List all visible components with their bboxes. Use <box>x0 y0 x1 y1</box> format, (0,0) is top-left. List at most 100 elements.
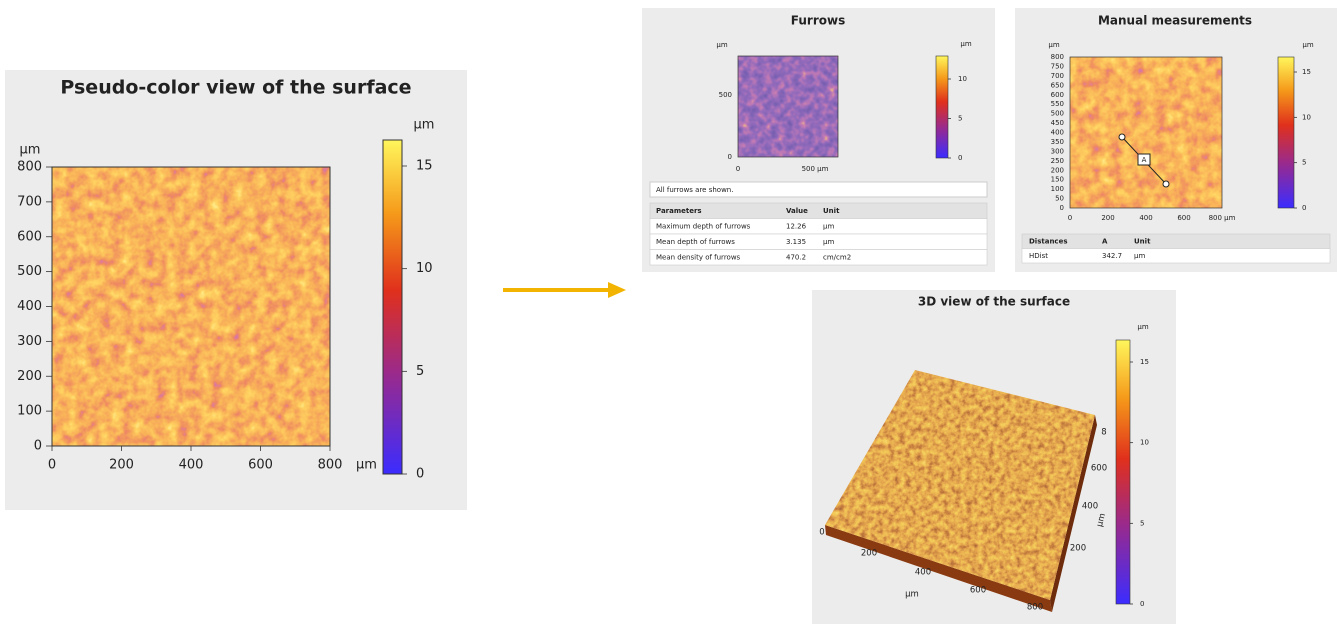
tick-label: 0 <box>34 439 42 454</box>
tick-label: 200 <box>861 549 877 559</box>
table-cell: cm/cm2 <box>823 253 851 261</box>
table-header <box>1022 234 1330 249</box>
tick-label: 0 <box>819 528 824 538</box>
tick-label: 700 <box>1051 72 1064 80</box>
tick-label: 0 <box>1060 204 1064 212</box>
table-header-cell: Unit <box>823 207 840 215</box>
furrow-image <box>738 56 838 157</box>
marker-label: A <box>1142 156 1147 164</box>
tick-label: 500 <box>17 264 42 279</box>
colorbar-unit: µm <box>1302 41 1313 49</box>
tick-label: 650 <box>1051 81 1064 89</box>
surface-image <box>1070 57 1222 208</box>
arrow-head <box>608 282 626 298</box>
panel-title: Manual measurements <box>1098 14 1252 28</box>
colorbar <box>383 140 402 474</box>
figure: Pseudo-color view of the surface µm µm µ… <box>0 0 1339 624</box>
tick-label: 550 <box>1051 100 1064 108</box>
tick-label: 0 <box>728 153 732 161</box>
tick-label: 500 µm <box>802 165 829 173</box>
tick-label: 15 <box>1140 358 1149 366</box>
tick-label: 400 <box>179 458 204 473</box>
y-unit: µm <box>20 143 41 158</box>
tick-label: 0 <box>958 154 962 162</box>
y-unit: µm <box>1048 41 1059 49</box>
tick-label: 400 <box>1139 214 1152 222</box>
table-cell: 12.26 <box>786 222 807 230</box>
tick-label: 200 <box>1070 544 1086 554</box>
surface-image <box>52 167 330 446</box>
tick-label: 0 <box>416 467 424 482</box>
tick-label: 800 <box>318 458 343 473</box>
tick-label: 200 <box>17 369 42 384</box>
y-unit: µm <box>716 41 727 49</box>
tick-label: 400 <box>1051 129 1064 137</box>
tick-label: 250 <box>1051 157 1064 165</box>
tick-label: 5 <box>416 364 424 379</box>
tick-label: 0 <box>736 165 740 173</box>
tick-label: 600 <box>970 586 986 596</box>
tick-label: 0 <box>48 458 56 473</box>
table-header-cell: Distances <box>1029 237 1068 245</box>
tick-label: 350 <box>1051 138 1064 146</box>
tick-label: 5 <box>958 115 962 123</box>
colorbar <box>936 56 948 158</box>
table-row <box>1022 249 1330 264</box>
tick-label: 200 <box>1101 214 1114 222</box>
tick-label: 300 <box>1051 147 1064 155</box>
measure-point <box>1119 134 1125 140</box>
table-cell: HDist <box>1029 252 1048 260</box>
page: Pseudo-color view of the surface µm µm µ… <box>0 0 1339 624</box>
tick-label: 5 <box>1302 159 1306 167</box>
table-cell: µm <box>823 222 834 230</box>
x-unit: µm <box>905 590 919 600</box>
tick-label: 0 <box>1302 204 1306 212</box>
tick-label: 600 <box>1051 91 1064 99</box>
tick-label: 200 <box>1051 166 1064 174</box>
tick-label: 15 <box>1302 68 1311 76</box>
panel-title: Furrows <box>791 14 845 28</box>
table-header-cell: Value <box>786 207 808 215</box>
tick-label: 8 <box>1101 428 1106 438</box>
panel-title: 3D view of the surface <box>918 295 1070 309</box>
table-cell: Mean density of furrows <box>656 253 741 261</box>
table: Parameters Value Unit Maximum depth of furr… <box>650 203 987 265</box>
tick-label: 10 <box>1140 439 1149 447</box>
tick-label: 150 <box>1051 176 1064 184</box>
tick-label: 200 <box>109 458 134 473</box>
table-cell: 3.135 <box>786 238 806 246</box>
tick-label: 600 <box>17 229 42 244</box>
tick-label: 400 <box>17 299 42 314</box>
tick-label: 15 <box>416 159 433 174</box>
colorbar <box>1278 57 1294 208</box>
tick-label: 10 <box>416 261 433 276</box>
x-unit: µm <box>356 458 377 473</box>
table-header-cell: Parameters <box>656 207 702 215</box>
tick-label: 450 <box>1051 119 1064 127</box>
tick-label: 600 <box>1091 464 1107 474</box>
tick-label: 10 <box>958 75 967 83</box>
colorbar-unit: µm <box>960 40 971 48</box>
tick-label: 800 <box>1051 53 1064 61</box>
tick-label: 800 µm <box>1209 214 1236 222</box>
colorbar-unit: µm <box>1137 323 1148 331</box>
tick-label: 100 <box>1051 185 1064 193</box>
colorbar <box>1116 340 1130 604</box>
table-cell: Mean depth of furrows <box>656 238 735 246</box>
tick-label: 500 <box>719 91 732 99</box>
note: All furrows are shown. <box>656 186 733 194</box>
table-header-cell: Unit <box>1134 237 1151 245</box>
panel-title: Pseudo-color view of the surface <box>60 77 411 99</box>
tick-label: 600 <box>248 458 273 473</box>
table-cell: Maximum depth of furrows <box>656 222 751 230</box>
table-cell: µm <box>823 238 834 246</box>
table-cell: µm <box>1134 252 1145 260</box>
tick-label: 400 <box>1082 502 1098 512</box>
tick-label: 800 <box>1027 603 1043 613</box>
tick-label: 0 <box>1140 600 1144 608</box>
tick-label: 600 <box>1177 214 1190 222</box>
colorbar-unit: µm <box>414 118 435 133</box>
table-cell: 470.2 <box>786 253 806 261</box>
tick-label: 400 <box>915 568 931 578</box>
